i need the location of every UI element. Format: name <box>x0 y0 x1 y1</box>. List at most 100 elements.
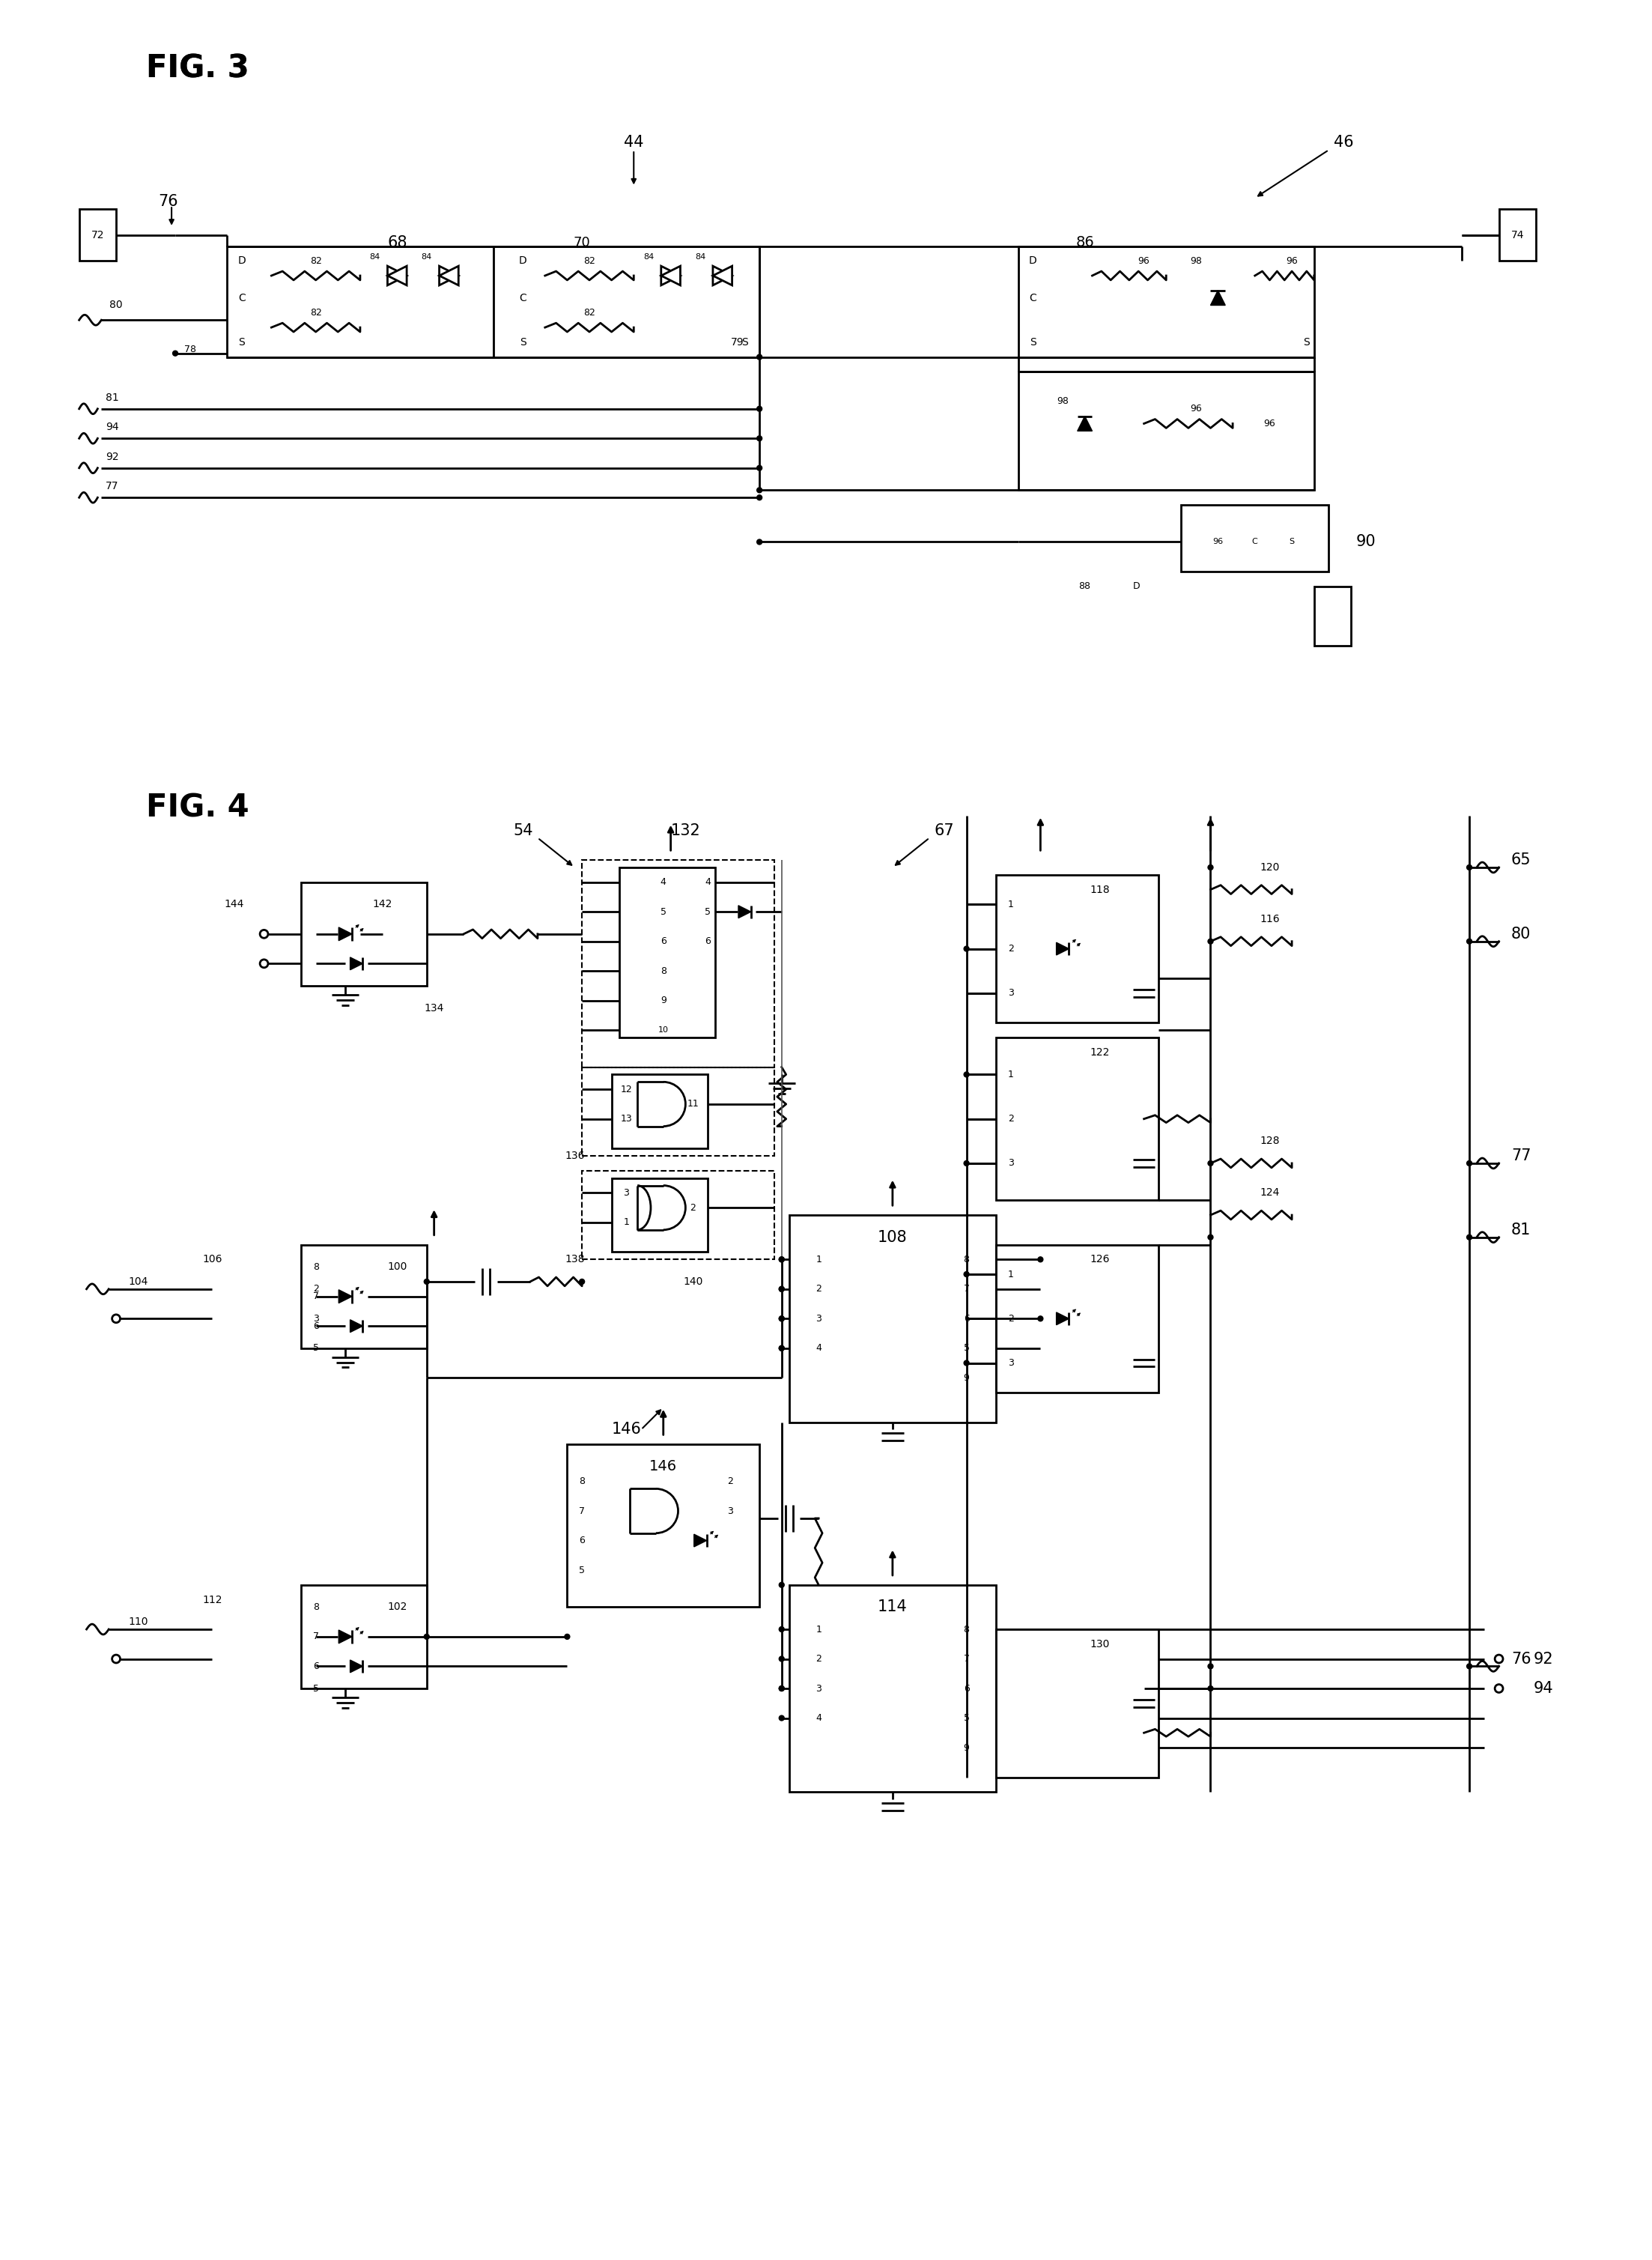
Circle shape <box>757 466 762 470</box>
Text: 5: 5 <box>705 906 710 918</box>
Bar <box>1018 246 1313 357</box>
Text: 92: 92 <box>106 452 119 461</box>
Circle shape <box>1467 938 1472 945</box>
Circle shape <box>963 1071 970 1078</box>
Text: S: S <box>238 337 244 348</box>
Text: 81: 81 <box>1512 1223 1531 1236</box>
Bar <box>1181 504 1328 572</box>
Text: 104: 104 <box>129 1277 149 1286</box>
Circle shape <box>1467 1663 1472 1668</box>
Text: 10: 10 <box>657 1026 669 1033</box>
Text: 3: 3 <box>1008 1159 1014 1168</box>
Text: 54: 54 <box>512 823 532 838</box>
Polygon shape <box>439 267 459 285</box>
Circle shape <box>425 1634 430 1638</box>
Text: S: S <box>1289 538 1295 545</box>
Circle shape <box>780 1686 785 1690</box>
Polygon shape <box>339 927 352 940</box>
Polygon shape <box>1077 416 1092 432</box>
Text: 82: 82 <box>583 255 595 267</box>
Text: 8: 8 <box>963 1254 970 1263</box>
Circle shape <box>780 1686 785 1690</box>
Text: 132: 132 <box>671 823 700 838</box>
Text: 138: 138 <box>565 1254 585 1266</box>
Text: 108: 108 <box>877 1229 907 1245</box>
Text: 3: 3 <box>816 1684 821 1693</box>
Text: 90: 90 <box>1356 533 1376 549</box>
Text: 6: 6 <box>312 1322 319 1331</box>
Polygon shape <box>388 267 406 285</box>
Text: 88: 88 <box>1079 581 1090 592</box>
Text: 9: 9 <box>963 1372 970 1383</box>
Text: 86: 86 <box>1075 235 1094 249</box>
Text: 6: 6 <box>705 936 710 947</box>
Circle shape <box>757 540 762 545</box>
Bar <box>301 1245 426 1349</box>
Text: 94: 94 <box>1533 1681 1553 1695</box>
Polygon shape <box>661 267 681 285</box>
Circle shape <box>780 1582 785 1587</box>
Text: 146: 146 <box>649 1460 677 1474</box>
Circle shape <box>963 947 970 951</box>
Circle shape <box>565 1634 570 1638</box>
Circle shape <box>259 929 268 938</box>
Polygon shape <box>1211 292 1226 305</box>
Text: 106: 106 <box>202 1254 221 1266</box>
Text: 3: 3 <box>623 1189 629 1198</box>
Bar <box>582 861 775 1067</box>
Text: 112: 112 <box>202 1596 221 1605</box>
Text: 110: 110 <box>129 1616 149 1627</box>
Polygon shape <box>350 958 363 970</box>
Text: 136: 136 <box>565 1150 585 1162</box>
Text: 2: 2 <box>691 1202 695 1214</box>
Circle shape <box>1467 1234 1472 1241</box>
Polygon shape <box>1056 1313 1069 1324</box>
Circle shape <box>757 488 762 493</box>
Text: D: D <box>519 255 527 267</box>
Text: 84: 84 <box>370 253 380 260</box>
Text: 3: 3 <box>727 1505 733 1516</box>
Text: 98: 98 <box>1189 255 1201 267</box>
Text: 65: 65 <box>1512 852 1531 868</box>
Text: 96: 96 <box>1189 405 1201 414</box>
Text: 76: 76 <box>1512 1652 1531 1666</box>
Bar <box>996 1629 1158 1776</box>
Text: 128: 128 <box>1260 1137 1280 1146</box>
Text: 96: 96 <box>1285 255 1298 267</box>
Text: 8: 8 <box>661 965 666 976</box>
Text: 2: 2 <box>1008 1114 1014 1123</box>
Text: 12: 12 <box>621 1085 633 1094</box>
Text: 8: 8 <box>578 1476 585 1487</box>
Text: 146: 146 <box>611 1422 641 1437</box>
Text: 82: 82 <box>311 307 322 316</box>
Text: 8: 8 <box>312 1261 319 1272</box>
Polygon shape <box>661 267 681 285</box>
Text: 79: 79 <box>730 337 743 348</box>
Polygon shape <box>439 267 459 285</box>
Circle shape <box>425 1279 430 1284</box>
Circle shape <box>173 350 178 355</box>
Bar <box>301 881 426 985</box>
Polygon shape <box>339 1629 352 1643</box>
Text: 122: 122 <box>1090 1046 1110 1058</box>
Text: 7: 7 <box>578 1505 585 1516</box>
Polygon shape <box>388 267 406 285</box>
Bar <box>567 1444 760 1607</box>
Text: 96: 96 <box>1138 255 1150 267</box>
Circle shape <box>780 1257 785 1261</box>
Text: 11: 11 <box>687 1098 699 1110</box>
Text: 3: 3 <box>312 1313 319 1324</box>
Text: 3: 3 <box>1008 1358 1014 1367</box>
Circle shape <box>1208 866 1213 870</box>
Text: 9: 9 <box>661 997 666 1006</box>
Text: 116: 116 <box>1260 913 1280 924</box>
Text: S: S <box>1303 337 1310 348</box>
Bar <box>996 1245 1158 1392</box>
Text: 102: 102 <box>387 1602 406 1611</box>
Circle shape <box>1208 938 1213 945</box>
Text: 4: 4 <box>661 877 666 888</box>
Circle shape <box>1495 1684 1503 1693</box>
Text: 1: 1 <box>1008 1270 1014 1279</box>
Text: 46: 46 <box>1333 136 1353 149</box>
Circle shape <box>1037 1257 1042 1261</box>
